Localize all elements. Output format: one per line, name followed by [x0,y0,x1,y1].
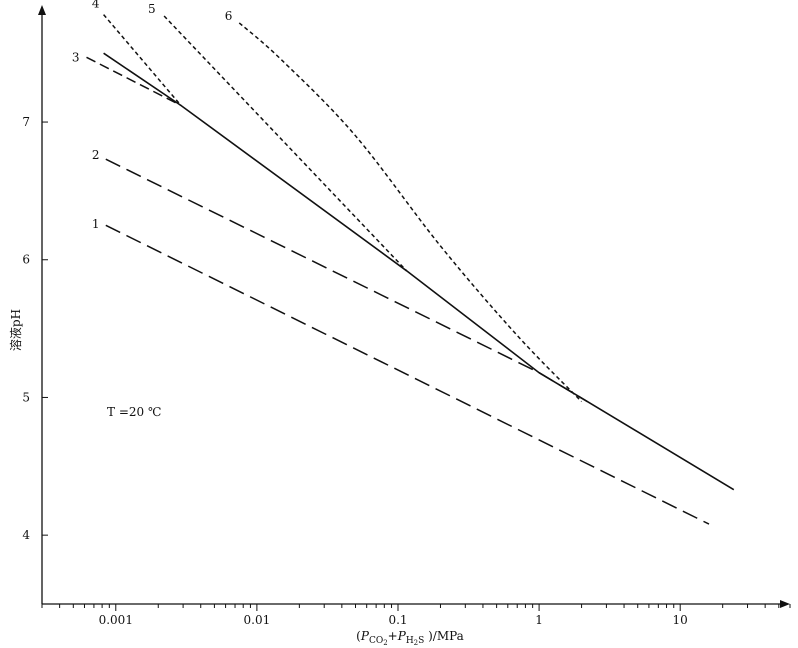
y-axis-arrow [38,5,46,15]
curve-labels: 1 2 3 4 5 6 [72,0,233,231]
curve-label-5: 5 [148,2,156,16]
y-tick-label: 5 [22,390,30,404]
y-tick-label: 4 [22,528,30,542]
series-5-line [163,15,408,272]
series-1-line [105,224,710,525]
x-axis-arrow [780,600,790,608]
x-tick-label: 0.1 [388,613,407,627]
x-tick-label: 0.001 [99,613,133,627]
x-tick-label: 10 [673,613,688,627]
curve-label-3: 3 [72,50,80,64]
x-tick-label: 1 [535,613,543,627]
series-6-line [238,22,583,403]
y-tick-label: 7 [22,115,30,129]
series-2-line [105,158,588,403]
curve-label-4: 4 [92,0,100,11]
axes: 0.001 0.01 0.1 1 10 4 5 6 7 [22,5,791,627]
series-3-line [86,56,182,107]
x-axis-label: (PCO2+PH2S )/MPa [356,629,464,647]
plot-area [86,14,735,525]
curve-label-1: 1 [92,217,100,231]
x-tick-label: 0.01 [244,613,271,627]
temperature-annotation: T =20 ℃ [107,405,161,419]
y-axis-label: 溶液pH [8,309,23,351]
y-tick-label: 6 [22,253,30,267]
curve-label-2: 2 [92,148,100,162]
series-common-solid-line [103,52,735,491]
curve-label-6: 6 [225,9,233,23]
series-4-line [103,14,182,106]
